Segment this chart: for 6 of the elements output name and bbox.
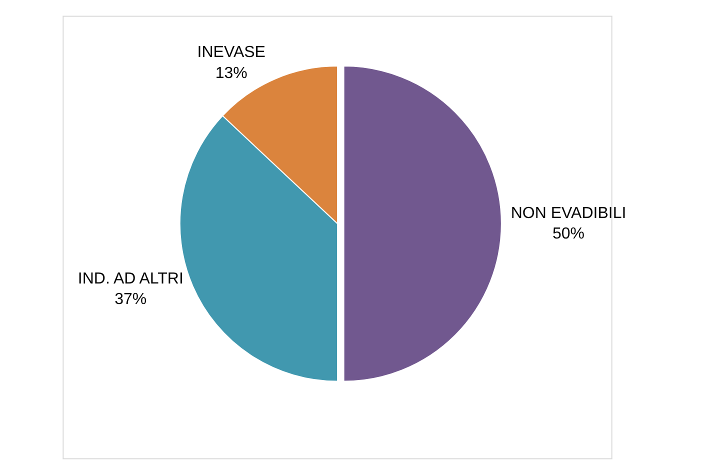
data-label: 50% (552, 226, 585, 243)
slice-label: INEVASE (197, 44, 266, 62)
slice-label: NON EVADIBILI (510, 204, 626, 222)
slice-label: IND. AD ALTRI (78, 270, 184, 288)
data-label: 37% (114, 291, 147, 308)
data-label: 13% (215, 65, 248, 82)
